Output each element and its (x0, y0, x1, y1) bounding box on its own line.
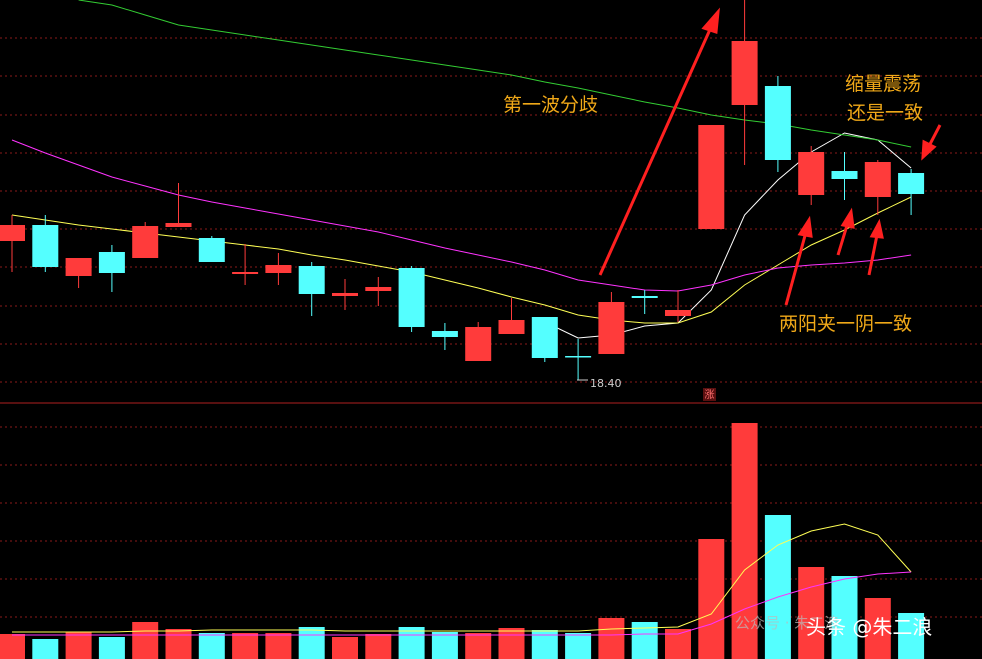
candle-body (565, 356, 592, 358)
badge (703, 388, 716, 401)
volume-bar (431, 632, 458, 659)
volume-bar (265, 633, 292, 659)
volume-bar (498, 628, 525, 659)
volume-bar (332, 637, 358, 659)
candle-body (165, 223, 192, 227)
volume-bar (165, 629, 192, 659)
volume-bar (898, 613, 925, 659)
candle-body (498, 320, 525, 334)
annotation: 两阳夹一阴一致 (779, 313, 912, 335)
volume-bar (764, 515, 791, 659)
volume-bar (298, 627, 325, 659)
arrows (598, 7, 942, 306)
candle-body (132, 226, 159, 258)
volume-bar (798, 567, 825, 659)
arrow-head (701, 7, 720, 35)
arrow (784, 231, 808, 306)
volume-bar (65, 632, 92, 659)
volume-bar (232, 633, 259, 659)
volume-bar (465, 633, 492, 659)
arrow-head (797, 215, 813, 238)
candle-body (365, 287, 392, 291)
ma-line (11, 139, 912, 292)
volume-bar (398, 627, 425, 659)
annotation: 缩量震荡 (845, 73, 921, 95)
volume-bar (32, 639, 59, 659)
candle-body (98, 252, 125, 273)
candle-body (665, 310, 691, 316)
candle-body (731, 41, 758, 105)
volume-ma-line (12, 571, 912, 636)
arrow-head (840, 207, 855, 229)
candle-body (864, 162, 891, 197)
volume-bar (731, 423, 758, 659)
candle-body (764, 86, 791, 160)
candle-body (598, 302, 625, 354)
candle-body (198, 238, 225, 262)
volume-bar (698, 539, 725, 659)
volume-bar (531, 630, 558, 659)
arrow-head (921, 139, 937, 161)
candle-body (298, 266, 325, 294)
candle-body (332, 293, 358, 296)
candle-body (265, 265, 292, 273)
candle-body (531, 317, 558, 358)
candle-body (65, 258, 92, 276)
candle-body (431, 331, 458, 337)
arrow (598, 24, 714, 276)
volume-bar (831, 576, 858, 659)
volume-bar (198, 633, 225, 659)
low-label: 18.40 (590, 377, 622, 390)
volume-bar (98, 637, 125, 659)
annotation: 还是一致 (847, 102, 923, 124)
arrow (867, 234, 879, 276)
watermark: 公众号 · 朱二浪 (735, 614, 839, 632)
candle-body (32, 225, 59, 267)
plot (0, 0, 925, 659)
arrow (836, 221, 850, 256)
volume-bar (864, 598, 891, 659)
badge-text: 涨 (705, 389, 715, 401)
candle-body (831, 171, 858, 179)
candle-body (698, 125, 725, 229)
grid (0, 37, 982, 618)
candle-body (0, 225, 25, 241)
volume-bar (365, 634, 392, 659)
volume-ma-line (12, 523, 912, 633)
candle-body (631, 296, 658, 298)
volume-bar (0, 634, 25, 659)
volume-bar (598, 618, 625, 659)
ma-line (11, 196, 912, 324)
candle-body (398, 268, 425, 327)
candle-body (465, 327, 492, 361)
candle-body (232, 272, 259, 274)
watermark: 头条 @朱二浪 (806, 615, 932, 639)
volume-bar (132, 622, 159, 659)
candle-body (898, 173, 925, 194)
candle-body (798, 152, 825, 195)
arrow-head (869, 218, 884, 239)
annotation: 第一波分歧 (503, 94, 598, 116)
volume-bar (565, 633, 592, 659)
